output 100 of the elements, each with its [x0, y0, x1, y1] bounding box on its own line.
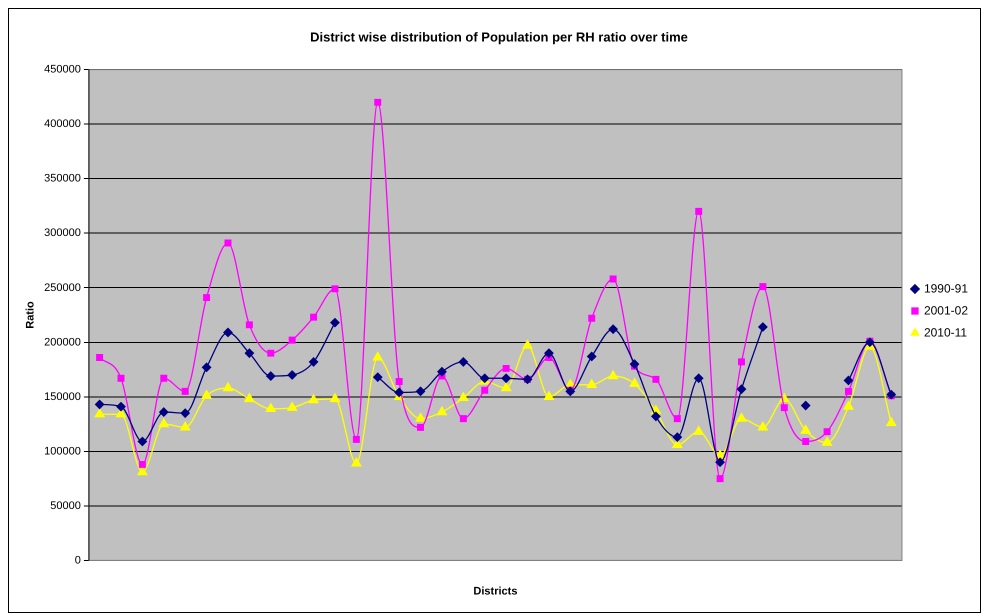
point	[824, 428, 831, 436]
point	[180, 408, 190, 418]
legend-label: 1990-91	[924, 281, 968, 296]
point	[160, 374, 168, 382]
point	[458, 357, 468, 367]
point	[460, 415, 467, 422]
y-tick-label: 400000	[44, 118, 81, 130]
point	[801, 400, 810, 410]
point	[118, 374, 124, 382]
point	[224, 240, 232, 246]
y-tick-label: 350000	[44, 172, 81, 185]
point	[374, 98, 382, 106]
point	[116, 402, 126, 412]
point	[138, 436, 148, 446]
y-tick-label: 150000	[44, 390, 81, 403]
point	[652, 376, 660, 383]
legend-label: 2001-02	[924, 303, 968, 318]
point	[674, 415, 681, 422]
point	[351, 458, 362, 466]
point	[202, 362, 212, 372]
point	[223, 328, 233, 338]
point	[481, 386, 488, 394]
point	[94, 408, 105, 418]
point	[182, 388, 189, 395]
point	[630, 359, 640, 369]
point	[266, 371, 276, 381]
point	[416, 412, 426, 422]
point	[586, 379, 597, 388]
point	[822, 436, 832, 446]
legend-label: 2010-11	[924, 325, 968, 340]
point	[159, 407, 168, 417]
point	[501, 374, 511, 383]
point	[588, 314, 596, 322]
point	[544, 348, 554, 358]
point	[630, 378, 640, 387]
point	[437, 367, 447, 376]
point	[608, 370, 618, 380]
point	[416, 386, 426, 396]
point	[267, 350, 274, 357]
point	[886, 390, 896, 400]
point	[672, 439, 682, 448]
point	[396, 378, 403, 386]
point	[780, 404, 788, 412]
point	[116, 408, 126, 418]
point	[843, 400, 854, 410]
point	[288, 370, 297, 380]
point	[502, 364, 510, 372]
point	[436, 406, 447, 416]
y-tick-label: 50000	[50, 500, 81, 512]
point	[694, 374, 704, 383]
point	[522, 340, 533, 349]
point	[223, 382, 233, 392]
point	[310, 314, 318, 321]
point	[544, 391, 554, 400]
point	[759, 283, 766, 290]
point	[587, 352, 596, 362]
point	[330, 318, 340, 328]
x-axis-title: Districts	[473, 585, 518, 598]
point	[246, 321, 253, 328]
y-tick-label: 0	[74, 554, 81, 566]
point	[331, 285, 338, 292]
point	[886, 417, 896, 426]
point	[758, 322, 768, 332]
point	[244, 393, 254, 402]
point	[180, 422, 190, 430]
point	[138, 460, 146, 468]
point	[244, 348, 254, 358]
chart-title: District wise distribution of Population per RH ratio over time	[310, 29, 688, 44]
point	[158, 418, 169, 428]
point	[458, 392, 468, 402]
y-tick-label: 450000	[44, 64, 81, 76]
point	[608, 324, 618, 334]
point	[802, 438, 810, 445]
point	[373, 372, 382, 382]
point	[137, 466, 148, 476]
y-tick-label: 100000	[44, 445, 81, 458]
point	[308, 357, 318, 367]
point	[610, 276, 617, 282]
point	[715, 458, 725, 467]
point	[736, 412, 746, 422]
point	[308, 394, 319, 404]
point	[501, 382, 512, 392]
point	[287, 402, 298, 411]
point	[694, 426, 704, 435]
y-tick-label: 200000	[44, 336, 81, 348]
point	[94, 400, 104, 410]
point	[800, 424, 811, 434]
point	[672, 432, 682, 442]
point	[203, 294, 210, 302]
y-tick-label: 250000	[44, 282, 81, 294]
point	[844, 388, 852, 395]
point	[758, 422, 768, 430]
point	[266, 403, 276, 412]
point	[695, 208, 702, 215]
point	[372, 352, 383, 361]
point	[651, 412, 661, 422]
point	[288, 336, 296, 344]
point	[394, 388, 404, 398]
point	[96, 354, 104, 362]
point	[738, 358, 745, 366]
